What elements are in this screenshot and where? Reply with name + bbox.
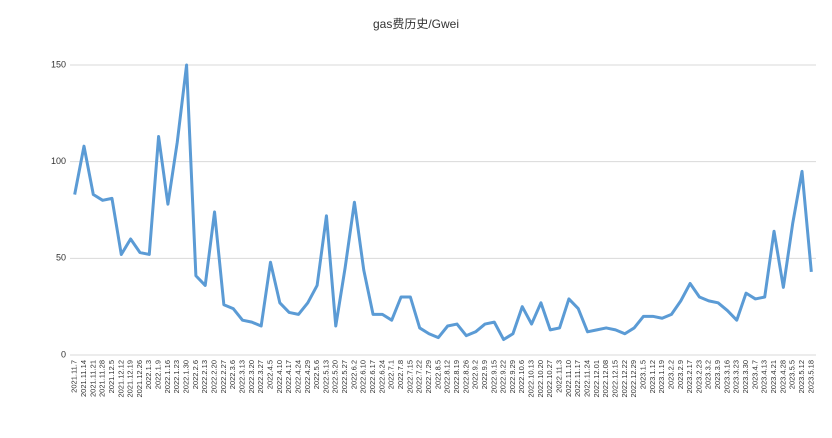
x-tick-label: 2022.10.13: [527, 360, 536, 398]
x-tick-label: 2022.6.24: [377, 360, 386, 393]
x-tick-label: 2022.3.6: [228, 360, 237, 389]
x-tick-label: 2022.10.6: [517, 360, 526, 393]
x-tick-label: 2022.1.9: [154, 360, 163, 389]
x-tick-label: 2022.12.29: [629, 360, 638, 398]
x-tick-label: 2023.3.16: [722, 360, 731, 393]
x-tick-label: 2023.5.5: [788, 360, 797, 389]
x-tick-label: 2021.11.14: [79, 360, 88, 397]
x-tick-label: 2022.11.3: [555, 360, 564, 393]
x-tick-label: 2022.6.17: [368, 360, 377, 393]
x-tick-label: 2022.4.24: [293, 360, 302, 393]
x-tick-label: 2022.7.1: [387, 360, 396, 389]
x-tick-label: 2022.3.20: [247, 360, 256, 393]
x-tick-label: 2023.4.7: [750, 360, 759, 389]
x-tick-label: 2023.4.21: [769, 360, 778, 393]
x-tick-label: 2022.12.01: [592, 360, 601, 398]
x-tick-label: 2022.11.10: [564, 360, 573, 397]
x-tick-label: 2022.9.29: [508, 360, 517, 393]
x-tick-label: 2022.10.20: [536, 360, 545, 398]
x-tick-label: 2022.8.12: [443, 360, 452, 393]
x-tick-label: 2022.12.15: [610, 360, 619, 398]
x-tick-label: 2022.3.27: [256, 360, 265, 393]
x-tick-label: 2022.5.13: [321, 360, 330, 393]
y-tick-label: 50: [56, 253, 66, 263]
x-tick-label: 2023.2.2: [666, 360, 675, 389]
line: [73, 63, 813, 342]
x-tick-label: 2022.5.20: [331, 360, 340, 393]
x-tick-label: 2023.1.12: [648, 360, 657, 393]
x-tick-label: 2021.11.21: [88, 360, 97, 397]
x-tick-label: 2022.5.6: [312, 360, 321, 389]
x-tick-label: 2022.11.17: [573, 360, 582, 397]
x-tick-label: 2022.7.22: [415, 360, 424, 393]
x-tick-label: 2022.6.10: [359, 360, 368, 393]
x-tick-label: 2023.3.30: [741, 360, 750, 393]
x-tick-label: 2023.2.23: [694, 360, 703, 393]
x-tick-label: 2022.1.30: [182, 360, 191, 393]
x-tick-label: 2022.4.17: [284, 360, 293, 393]
x-tick-label: 2022.8.26: [461, 360, 470, 393]
x-tick-label: 2023.4.13: [760, 360, 769, 393]
x-tick-label: 2021.12.5: [107, 360, 116, 393]
x-tick-label: 2023.2.9: [676, 360, 685, 389]
x-tick-label: 2022.1.3: [144, 360, 153, 389]
chart-title: gas费历史/Gwei: [373, 17, 459, 31]
x-tick-label: 2022.3.13: [237, 360, 246, 393]
x-tick-label: 2023.5.12: [797, 360, 806, 393]
y-tick-label: 150: [51, 59, 66, 69]
x-tick-label: 2022.8.5: [433, 360, 442, 389]
x-tick-label: 2022.7.8: [396, 360, 405, 389]
x-tick-label: 2022.5.27: [340, 360, 349, 393]
x-tick-label: 2021.12.19: [126, 360, 135, 398]
x-tick-label: 2023.3.2: [704, 360, 713, 389]
x-tick-label: 2022.2.27: [219, 360, 228, 393]
x-tick-label: 2022.11.24: [583, 360, 592, 397]
x-tick-label: 2023.1.5: [638, 360, 647, 389]
x-tick-label: 2021.11.28: [98, 360, 107, 397]
x-tick-label: 2022.10.27: [545, 360, 554, 398]
x-tick-label: 2021.12.26: [135, 360, 144, 398]
x-tick-label: 2022.9.2: [471, 360, 480, 389]
x-tick-label: 2022.4.5: [265, 360, 274, 389]
y-tick-label: 0: [61, 349, 66, 359]
x-tick-label: 2022.2.6: [191, 360, 200, 389]
x-tick-label: 2022.9.22: [499, 360, 508, 393]
x-tick-label: 2022.8.19: [452, 360, 461, 393]
x-tick-label: 2023.1.19: [657, 360, 666, 393]
x-tick-label: 2023.3.9: [713, 360, 722, 389]
x-tick-label: 2022.9.9: [480, 360, 489, 389]
x-tick-label: 2022.4.29: [303, 360, 312, 393]
x-tick-label: 2022.4.10: [275, 360, 284, 393]
x-tick-label: 2022.12.08: [601, 360, 610, 398]
x-tick-label: 2023.5.18: [806, 360, 815, 393]
x-tick-label: 2022.2.13: [200, 360, 209, 393]
x-tick-label: 2022.1.16: [163, 360, 172, 393]
x-tick-label: 2022.12.22: [620, 360, 629, 398]
x-tick-label: 2021.12.12: [116, 360, 125, 398]
x-tick-label: 2023.4.28: [778, 360, 787, 393]
x-tick-label: 2022.6.2: [349, 360, 358, 389]
x-tick-label: 2022.1.23: [172, 360, 181, 393]
x-tick-label: 2023.3.23: [732, 360, 741, 393]
x-tick-label: 2021.11.7: [70, 360, 79, 393]
x-tick-label: 2022.9.15: [489, 360, 498, 393]
x-tick-label: 2023.2.17: [685, 360, 694, 393]
x-tick-label: 2022.7.29: [424, 360, 433, 393]
y-tick-label: 100: [51, 156, 66, 166]
x-tick-label: 2022.2.20: [210, 360, 219, 393]
x-tick-label: 2022.7.15: [405, 360, 414, 393]
